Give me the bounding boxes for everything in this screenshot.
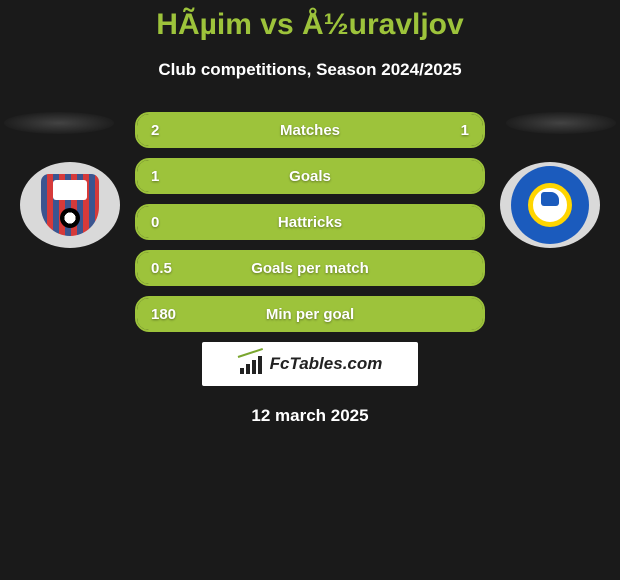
paide-linnameeskond-icon [41,174,99,236]
stat-row: 0Hattricks [135,204,485,240]
page-subtitle: Club competitions, Season 2024/2025 [0,60,620,80]
stat-label: Goals [197,168,423,185]
branding-badge: FcTables.com [202,342,418,386]
stat-value-left: 180 [137,306,197,323]
stat-value-left: 1 [137,168,197,185]
stat-value-right: 1 [423,122,483,139]
page-title: HÃµim vs Å½uravljov [0,0,620,42]
shadow-ellipse-left [4,112,114,134]
stat-value-left: 2 [137,122,197,139]
stats-list: 2Matches11Goals0Hattricks0.5Goals per ma… [135,112,485,332]
stat-label: Matches [197,122,423,139]
shadow-ellipse-right [506,112,616,134]
stat-row: 180Min per goal [135,296,485,332]
team-badge-right [500,162,600,248]
stat-value-left: 0 [137,214,197,231]
stat-label: Hattricks [197,214,423,231]
branding-text: FcTables.com [270,354,383,374]
comparison-panel: 2Matches11Goals0Hattricks0.5Goals per ma… [0,112,620,426]
stat-value-left: 0.5 [137,260,197,277]
stat-row: 1Goals [135,158,485,194]
fctables-logo-icon [238,354,264,374]
stat-label: Min per goal [197,306,423,323]
stat-row: 0.5Goals per match [135,250,485,286]
team-badge-left [20,162,120,248]
fc-narva-trans-icon [511,166,589,244]
snapshot-date: 12 march 2025 [0,406,620,426]
stat-row: 2Matches1 [135,112,485,148]
stat-label: Goals per match [197,260,423,277]
